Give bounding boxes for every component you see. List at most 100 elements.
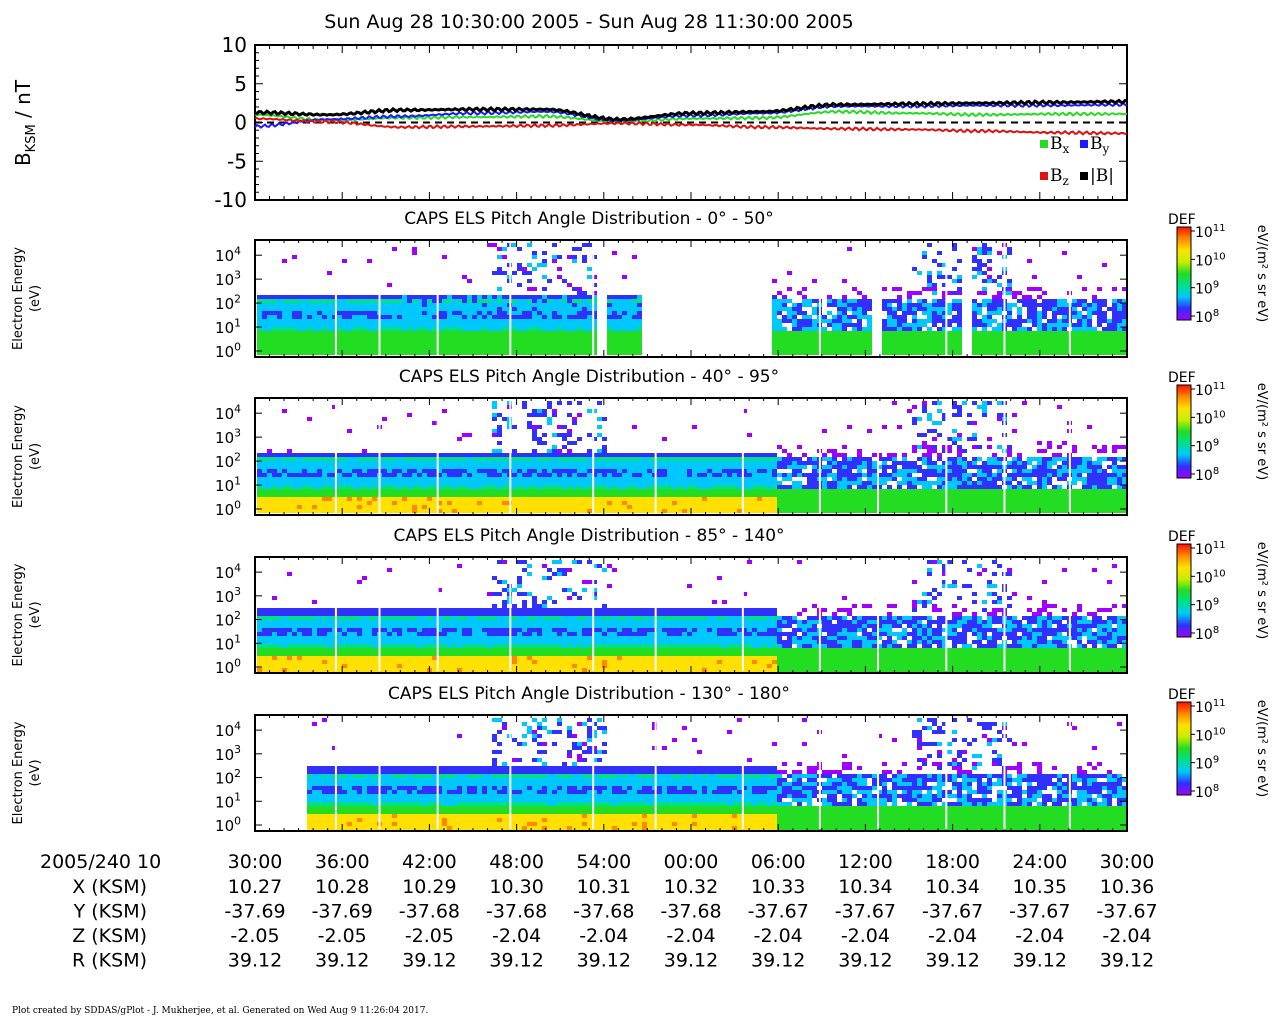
- spectrogram-cell: [1097, 307, 1102, 311]
- spectrogram-cell: [567, 505, 572, 509]
- spectrogram-cell: [807, 351, 812, 355]
- spectrogram-cell: [337, 469, 342, 473]
- spectrogram-cell: [907, 489, 912, 493]
- spectrogram-cell: [292, 497, 297, 501]
- spectrogram-cell: [547, 505, 552, 509]
- spectrogram-cell: [412, 453, 417, 457]
- spectrogram-cell: [537, 307, 542, 311]
- spectrogram-cell: [472, 497, 477, 501]
- spectrogram-cell: [967, 473, 972, 477]
- spectrogram-cell: [912, 493, 917, 497]
- spectrogram-cell: [562, 303, 567, 307]
- spectrogram-cell: [497, 469, 502, 473]
- spectrogram-cell: [617, 311, 622, 315]
- spectrogram-cell: [532, 461, 537, 465]
- spectrogram-cell: [892, 501, 897, 505]
- spectrogram-cell: [1102, 303, 1107, 307]
- spectrogram-cell: [292, 331, 297, 335]
- spectrogram-cell: [492, 493, 497, 497]
- spectrogram-cell: [862, 331, 867, 335]
- spectrogram-cell: [697, 477, 702, 481]
- spectrogram-cell: [787, 497, 792, 501]
- spectrogram-cell: [427, 481, 432, 485]
- spectrogram-cell: [782, 339, 787, 343]
- spectrogram-cell: [537, 323, 542, 327]
- spectrogram-cell: [372, 501, 377, 505]
- spectrogram-cell: [342, 319, 347, 323]
- spectrogram-cell: [1042, 481, 1047, 485]
- spectrogram-cell: [977, 347, 982, 351]
- spectrogram-cell: [437, 465, 442, 469]
- spectrogram-cell: [257, 493, 262, 497]
- spectrogram-cell: [572, 501, 577, 505]
- spectrogram-cell: [522, 319, 527, 323]
- spectrogram-cell: [1027, 469, 1032, 473]
- spectrogram-cell: [322, 315, 327, 319]
- spectrogram-cell: [657, 493, 662, 497]
- spectrogram-cell: [987, 259, 992, 263]
- spectrogram-cell: [472, 453, 477, 457]
- spectrogram-cell: [772, 473, 777, 477]
- spectrogram-cell: [1032, 287, 1037, 291]
- spectrogram-cell: [702, 469, 707, 473]
- spectrogram-cell: [1032, 347, 1037, 351]
- spectrogram-cell: [402, 319, 407, 323]
- spectrogram-cell: [937, 465, 942, 469]
- spectrogram-cell: [972, 445, 977, 449]
- spectrogram-cell: [382, 351, 387, 355]
- spectrogram-cell: [892, 331, 897, 335]
- spectrogram-cell: [337, 351, 342, 355]
- spectrogram-cell: [812, 343, 817, 347]
- spectrogram-cell: [857, 335, 862, 339]
- spectrogram-cell: [587, 315, 592, 319]
- spectrogram-cell: [927, 303, 932, 307]
- spectrogram-cell: [297, 295, 302, 299]
- spectrogram-cell: [637, 453, 642, 457]
- spectrogram-cell: [582, 303, 587, 307]
- spectrogram-cell: [627, 343, 632, 347]
- spectrogram-cell: [737, 469, 742, 473]
- spectrogram-cell: [437, 295, 442, 299]
- spectrogram-cell: [942, 465, 947, 469]
- spectrogram-cell: [902, 319, 907, 323]
- spectrogram-cell: [1017, 291, 1022, 295]
- spectrogram-cell: [392, 473, 397, 477]
- spectrogram-cell: [572, 287, 577, 291]
- spectrogram-cell: [577, 505, 582, 509]
- spectrogram-cell: [887, 315, 892, 319]
- spectrogram-cell: [842, 303, 847, 307]
- spectrogram-cell: [607, 315, 612, 319]
- spectrogram-cell: [1007, 477, 1012, 481]
- spectrogram-cell: [932, 315, 937, 319]
- spectrogram-cell: [992, 303, 997, 307]
- spectrogram-cell: [992, 295, 997, 299]
- spectrogram-cell: [967, 505, 972, 509]
- spectrogram-cell: [357, 351, 362, 355]
- spectrogram-cell: [912, 291, 917, 295]
- spectrogram-cell: [292, 485, 297, 489]
- spectrogram-cell: [957, 327, 962, 331]
- spectrogram-cell: [692, 505, 697, 509]
- spectrogram-cell: [392, 347, 397, 351]
- spectrogram-cell: [327, 307, 332, 311]
- spectrogram-cell: [1047, 303, 1052, 307]
- spectrogram-cell: [1017, 335, 1022, 339]
- spectrogram-cell: [677, 497, 682, 501]
- spectrogram-cell: [947, 485, 952, 489]
- spectrogram-cell: [987, 481, 992, 485]
- spectrogram-cell: [447, 485, 452, 489]
- spectrogram-cell: [577, 347, 582, 351]
- spectrogram-cell: [917, 477, 922, 481]
- spectrogram-cell: [327, 481, 332, 485]
- spectrogram-cell: [1027, 259, 1032, 263]
- spectrogram-cell: [397, 489, 402, 493]
- spectrogram-cell: [312, 323, 317, 327]
- spectrogram-cell: [622, 351, 627, 355]
- spectrogram-cell: [367, 339, 372, 343]
- spectrogram-cell: [812, 497, 817, 501]
- spectrogram-cell: [447, 497, 452, 501]
- spectrogram-cell: [302, 315, 307, 319]
- spectrogram-cell: [402, 461, 407, 465]
- spectrogram-cell: [1037, 339, 1042, 343]
- spectrogram-cell: [577, 287, 582, 291]
